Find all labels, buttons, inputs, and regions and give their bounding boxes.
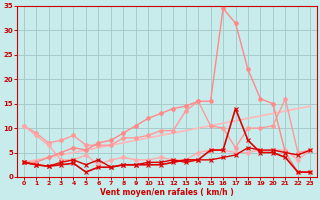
X-axis label: Vent moyen/en rafales ( km/h ): Vent moyen/en rafales ( km/h ) [100, 188, 234, 197]
